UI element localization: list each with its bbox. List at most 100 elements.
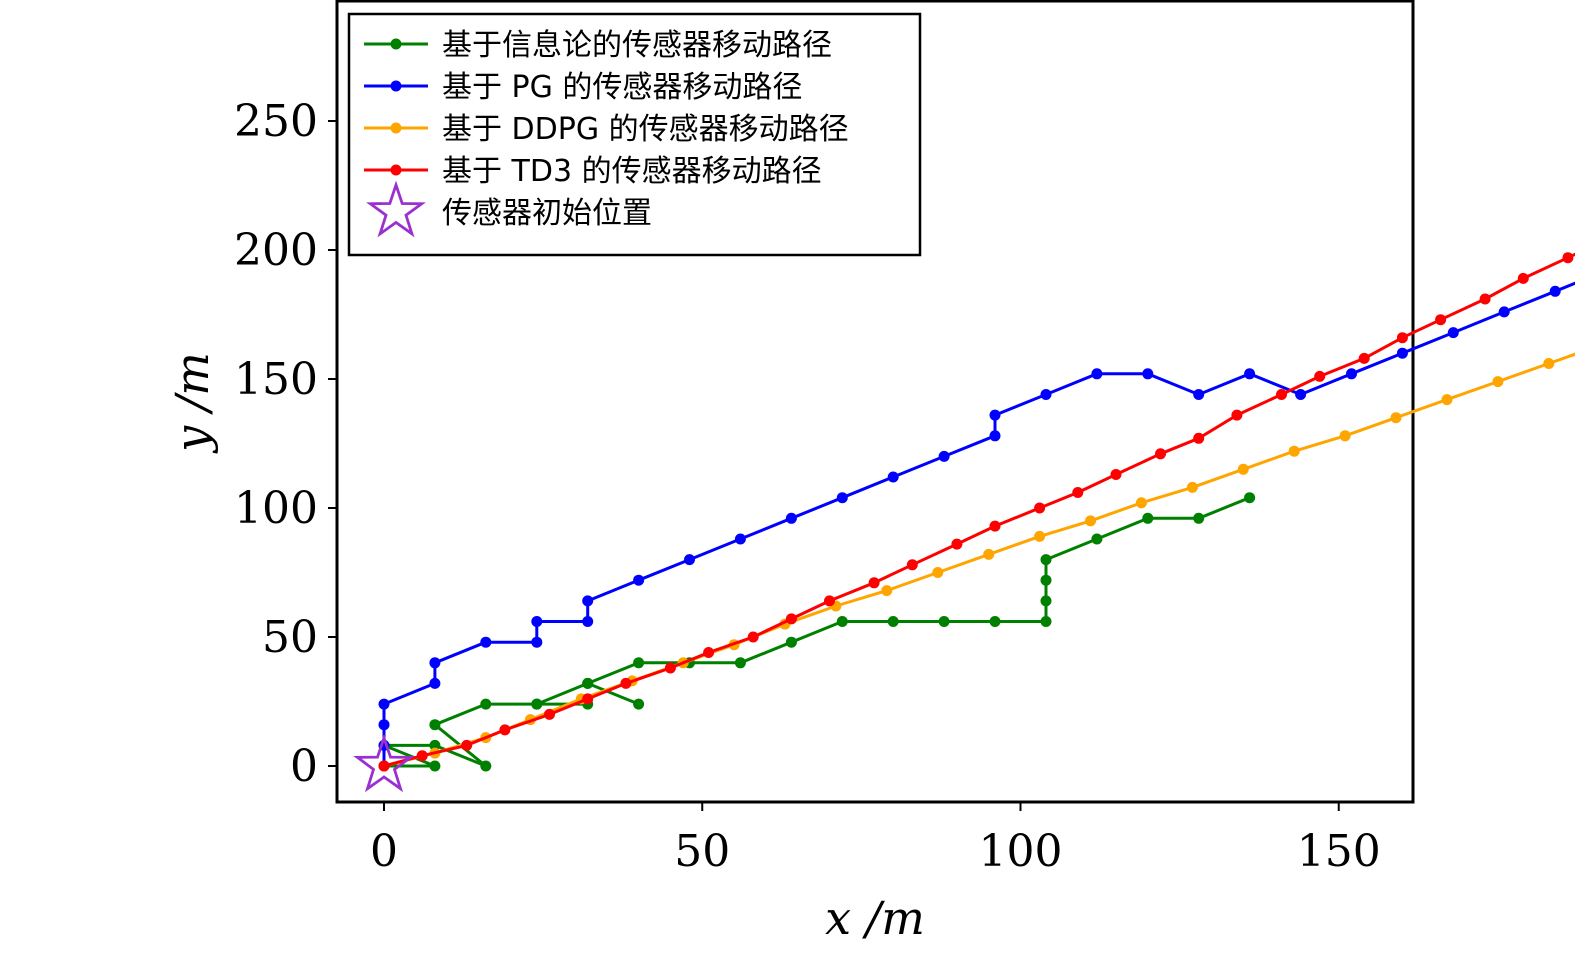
data-point [1040,595,1052,607]
data-point [378,698,390,710]
data-point [938,450,950,462]
data-point [1276,389,1287,400]
data-point [734,657,746,669]
legend-label: 传感器初始位置 [442,196,652,231]
data-point [429,739,441,751]
legend-label: 基于 PG 的传感器移动路径 [442,70,802,105]
series-2 [378,281,1575,772]
data-point [582,693,594,705]
legend-marker [390,38,402,50]
data-point [1142,512,1154,524]
data-point [429,760,441,772]
legend-marker [390,164,402,176]
data-point [633,657,645,669]
data-point [983,548,995,560]
data-point [989,520,1001,532]
y-axis-label: y /m [165,352,219,454]
x-axis: 050100150200250300 [370,802,1381,877]
data-point [1091,533,1103,545]
data-point [734,533,746,545]
y-tick-label: 150 [234,354,318,405]
data-point [989,616,1001,627]
data-point [785,636,797,648]
data-point [531,698,543,710]
data-point [664,662,676,674]
data-point [1435,314,1447,326]
data-point [1396,332,1408,344]
data-point [582,616,594,627]
data-point [1517,272,1529,284]
data-point [620,677,632,689]
series-layer [378,252,1575,772]
data-point [1492,376,1504,388]
data-point [785,512,797,524]
data-point [531,616,543,627]
series-line [382,281,1575,766]
marker-layer [353,733,415,793]
data-point [887,616,899,627]
data-point [1339,430,1351,442]
data-point [1135,497,1147,509]
data-point [1034,502,1046,514]
data-point [887,471,899,483]
x-tick-label: 0 [370,826,398,877]
data-point [1479,293,1491,305]
data-point [1346,368,1357,380]
data-point [378,719,390,731]
data-point [1288,445,1300,457]
legend-label: 基于信息论的传感器移动路径 [442,28,832,63]
data-point [1193,389,1205,400]
data-point [531,636,543,648]
x-tick-label: 100 [979,826,1063,877]
start-position-star [353,733,415,793]
data-point [1040,616,1052,627]
data-point [429,657,441,669]
data-point [1034,530,1046,542]
data-point [989,409,1001,421]
data-point [1244,368,1256,380]
data-point [703,647,715,658]
x-tick-label: 50 [674,826,730,877]
data-point [378,760,390,772]
data-point [633,574,645,586]
data-point [1543,358,1555,369]
data-point [836,616,848,627]
legend-entry-2: 基于 PG 的传感器移动路径 [364,70,802,105]
data-point [480,636,492,648]
data-point [1155,448,1166,460]
data-point [1314,370,1326,382]
series-4 [378,252,1575,772]
data-point [499,724,511,736]
data-point [1193,432,1205,444]
data-point [1231,409,1243,421]
data-point [416,750,428,762]
data-point [544,708,555,720]
x-axis-label: x /m [825,891,925,945]
y-tick-label: 0 [290,741,318,792]
data-point [582,677,594,689]
data-point [1142,368,1154,380]
data-point [1040,574,1052,586]
data-point [1396,347,1408,359]
data-point [1186,481,1198,493]
data-point [429,719,441,731]
data-point [1295,389,1307,400]
data-point [881,585,893,597]
y-tick-label: 200 [234,225,318,276]
data-point [1091,368,1103,380]
legend-entry-4: 基于 TD3 的传感器移动路径 [364,154,822,189]
data-point [1085,515,1096,527]
legend-entry-1: 基于信息论的传感器移动路径 [364,28,832,63]
y-tick-label: 50 [262,612,318,663]
series-3 [378,352,1575,772]
data-point [824,595,835,607]
data-point [938,616,950,627]
data-point [684,554,695,566]
data-point [785,613,797,625]
legend-label: 基于 TD3 的传感器移动路径 [442,154,822,189]
data-point [1244,492,1256,504]
y-tick-label: 250 [234,96,318,147]
data-point [1562,252,1574,264]
